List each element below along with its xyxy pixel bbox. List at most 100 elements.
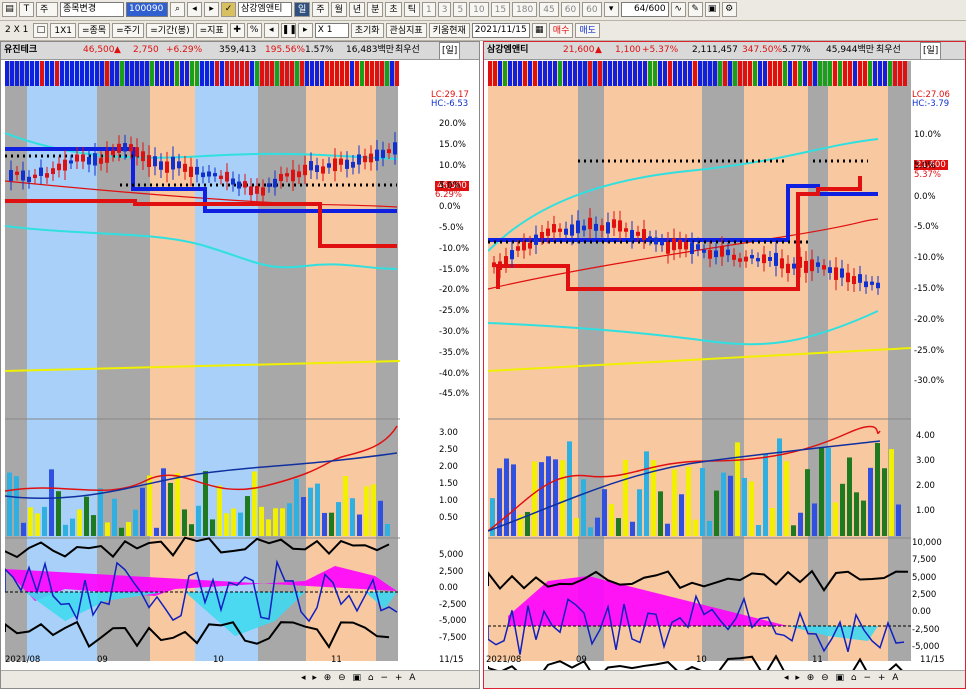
scroll-controls-icon[interactable]: ◂ ▸ ⊕ ⊖ ▣ ⌂ − + A [784, 673, 901, 683]
chart-type-icon[interactable]: ∿ [670, 2, 686, 17]
market-select[interactable]: 주 [36, 2, 58, 17]
tab-month[interactable]: 월 [330, 2, 347, 17]
stock-name-field[interactable]: 삼강엠앤티 [238, 2, 292, 17]
candle-body [852, 276, 856, 285]
prev-stock-icon[interactable]: ◂ [187, 2, 202, 17]
signal-bar [663, 61, 667, 86]
tab-minute[interactable]: 분 [367, 2, 384, 17]
candle-body [870, 281, 874, 285]
min-1[interactable]: 1 [421, 2, 436, 17]
min-60b[interactable]: 60 [582, 2, 602, 17]
signal-bar [300, 61, 304, 86]
volume-bar [595, 517, 600, 536]
scroll-controls-icon[interactable]: ◂ ▸ ⊕ ⊖ ▣ ⌂ − + A [301, 673, 418, 683]
axis-tick-label: 4.00 [916, 431, 935, 441]
chart-panel-left[interactable]: 유진테크 46,500 ▲ 2,750 +6.29% 359,413 195.5… [0, 41, 480, 689]
period-badge[interactable]: [일] [920, 42, 942, 59]
signal-bar [898, 61, 902, 86]
min-3[interactable]: 3 [437, 2, 452, 17]
volume-bar [686, 466, 691, 536]
signal-bar [768, 61, 772, 86]
pause-icon[interactable]: ❚❚ [280, 23, 297, 38]
signal-bar [813, 61, 817, 86]
signal-bar [220, 61, 224, 86]
chart-area-right[interactable] [488, 61, 911, 671]
period-badge[interactable]: [일] [439, 42, 461, 59]
date-tick-label: 09 [97, 655, 108, 665]
tab-day[interactable]: 일 [294, 2, 311, 17]
zoom-select[interactable]: X 1 [314, 23, 349, 38]
volume-bar [147, 475, 152, 536]
candle-body [552, 224, 556, 233]
right-icon[interactable]: ▸ [297, 23, 313, 38]
cycle-sync-button[interactable]: =주기 [112, 23, 145, 38]
layout-select[interactable]: 2 X 1 [5, 25, 29, 35]
min-60a[interactable]: 60 [560, 2, 581, 17]
date-input[interactable]: 2021/11/15 [471, 23, 530, 38]
calendar-icon[interactable]: ▦ [531, 23, 547, 38]
signal-bar [553, 61, 557, 86]
watch-indicator-button[interactable]: 관심지표 [385, 23, 427, 38]
volume-bar [182, 509, 187, 536]
signal-bar [763, 61, 767, 86]
count-input[interactable]: 64/600 [620, 2, 669, 17]
candle-body [87, 157, 91, 165]
sell-button[interactable]: 매도 [575, 23, 600, 38]
signal-bar [498, 61, 502, 86]
hc-label: HC:-6.53 [431, 99, 469, 109]
kium-current-button[interactable]: 키움현재 [428, 23, 470, 38]
volume: 2,111,457 [692, 45, 738, 55]
grid-icon[interactable]: □ [33, 23, 49, 38]
axis-tick-label: -10.0% [439, 243, 470, 254]
scrollbar-left[interactable]: ◂ ▸ ⊕ ⊖ ▣ ⌂ − + A [1, 670, 479, 688]
save-icon[interactable]: ▣ [704, 2, 720, 17]
dropdown-icon[interactable]: ▾ [603, 2, 619, 17]
axis-tick-label: -5,000 [912, 641, 940, 652]
chart-panel-right[interactable]: 삼강엠앤티 21,600 ▲ 1,100 +5.37% 2,111,457 34… [483, 41, 966, 689]
signal-bar [738, 61, 742, 86]
candle-body [237, 181, 241, 189]
signal-bar [838, 61, 842, 86]
scrollbar-right[interactable]: ◂ ▸ ⊕ ⊖ ▣ ⌂ − + A [484, 670, 965, 688]
min-15[interactable]: 15 [490, 2, 511, 17]
volume-bar [175, 473, 180, 536]
settings-icon[interactable]: ⚙ [721, 2, 737, 17]
tab-year[interactable]: 년 [348, 2, 366, 17]
chart-area-left[interactable] [5, 61, 400, 671]
candle-body [582, 225, 586, 231]
tools-icon[interactable]: ✎ [687, 2, 703, 17]
left-icon[interactable]: ◂ [263, 23, 279, 38]
next-stock-icon[interactable]: ▸ [204, 2, 219, 17]
lock-icon[interactable]: ✓ [221, 2, 236, 17]
period-sync-button[interactable]: =기간(봉) [146, 23, 194, 38]
chart-menu-icon[interactable]: ▤ [2, 2, 17, 17]
stock-change-select[interactable]: 종목변경 [60, 2, 124, 17]
min-10[interactable]: 10 [469, 2, 489, 17]
signal-bar [265, 61, 269, 86]
buy-button[interactable]: 매수 [548, 23, 574, 38]
min-5[interactable]: 5 [453, 2, 468, 17]
signal-bar [528, 61, 532, 86]
tab-second[interactable]: 초 [385, 2, 402, 17]
stock-sync-button[interactable]: =종목 [77, 23, 111, 38]
reset-button[interactable]: 초기화 [350, 23, 384, 38]
percent-icon[interactable]: % [246, 23, 262, 38]
candle-body [696, 244, 700, 250]
grid-button[interactable]: 1X1 [50, 23, 76, 38]
volume-bar [693, 519, 698, 536]
volume-bar [553, 459, 558, 536]
indicator-sync-button[interactable]: =지표 [195, 23, 228, 38]
min-45[interactable]: 45 [539, 2, 559, 17]
crosshair-icon[interactable]: ✚ [229, 23, 245, 38]
tab-tick[interactable]: 틱 [403, 2, 420, 17]
volume-bar [196, 505, 201, 536]
signal-bar [100, 61, 104, 86]
stock-code-input[interactable]: 100090 [126, 2, 168, 17]
turnover: 5.77% [782, 45, 811, 55]
search-icon[interactable]: ⌕ [170, 2, 185, 17]
candle-body [117, 143, 121, 153]
candle-body [684, 241, 688, 250]
tab-week[interactable]: 주 [312, 2, 329, 17]
min-180[interactable]: 180 [512, 2, 538, 17]
type-icon[interactable]: T [19, 2, 34, 17]
